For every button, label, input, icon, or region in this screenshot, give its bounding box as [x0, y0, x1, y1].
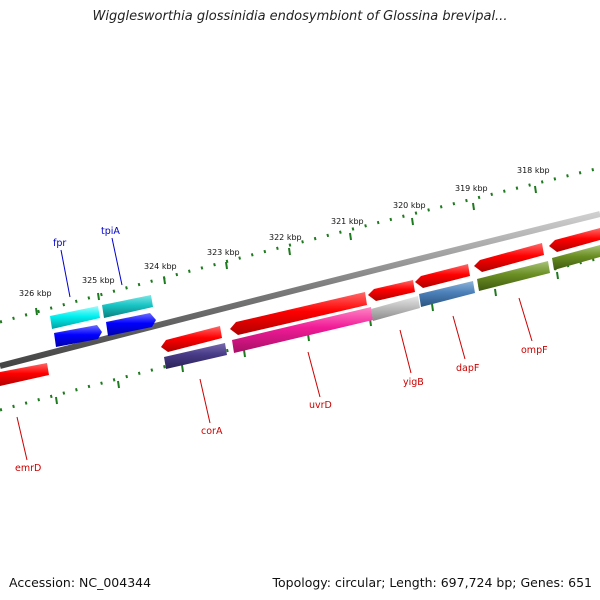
genome-summary-text: Topology: circular; Length: 697,724 bp; … [272, 575, 593, 590]
gene-label-yigB: yigB [403, 377, 424, 388]
gene-corA-feature[interactable] [161, 326, 222, 352]
scale-label: 318 kbp [517, 166, 550, 175]
gene-forward-feature[interactable] [106, 313, 156, 336]
genome-backbone [0, 211, 600, 369]
gene-reverse-feature[interactable] [549, 228, 600, 252]
gene-yigB-feature[interactable] [368, 280, 415, 301]
gene-tpiA-feature[interactable] [102, 295, 153, 318]
label-leaders [16, 237, 533, 461]
gene-emrD-feature[interactable] [0, 363, 49, 386]
gene-dapF-feature[interactable] [415, 264, 470, 288]
map-title: Wigglesworthia glossinidia endosymbiont … [92, 9, 508, 24]
outer-scale-ticks [0, 166, 600, 324]
gene-label-fpr: fpr [53, 238, 66, 249]
inner-major-ticks [55, 271, 559, 405]
gene-forward-feature[interactable] [54, 325, 102, 347]
scale-label: 319 kbp [455, 184, 488, 193]
gene-label-dapF: dapF [456, 363, 479, 374]
gene-cog-feature[interactable] [164, 343, 227, 369]
scale-label: 323 kbp [207, 248, 240, 257]
gene-cog-feature[interactable] [371, 296, 420, 321]
accession-text: Accession: NC_004344 [9, 575, 152, 590]
gene-fpr-feature[interactable] [50, 306, 100, 329]
scale-label: 320 kbp [393, 201, 426, 210]
gene-label-emrD: emrD [15, 463, 41, 474]
gene-cog-feature[interactable] [552, 245, 600, 270]
gene-ompF-feature[interactable] [474, 243, 544, 272]
gene-label-tpiA: tpiA [101, 226, 120, 237]
gene-cog-feature[interactable] [477, 261, 550, 291]
gene-cog-feature[interactable] [232, 307, 373, 353]
gene-uvrD-feature[interactable] [230, 292, 367, 335]
scale-label: 325 kbp [82, 276, 115, 285]
gene-label-ompF: ompF [521, 345, 548, 356]
scale-label: 324 kbp [144, 262, 177, 271]
scale-label: 326 kbp [19, 289, 52, 298]
outer-major-ticks [35, 185, 537, 316]
scale-label: 321 kbp [331, 217, 364, 226]
gene-label-corA: corA [201, 426, 223, 437]
gene-cog-feature[interactable] [419, 281, 475, 307]
scale-label: 322 kbp [269, 233, 302, 242]
gene-label-uvrD: uvrD [309, 400, 332, 411]
